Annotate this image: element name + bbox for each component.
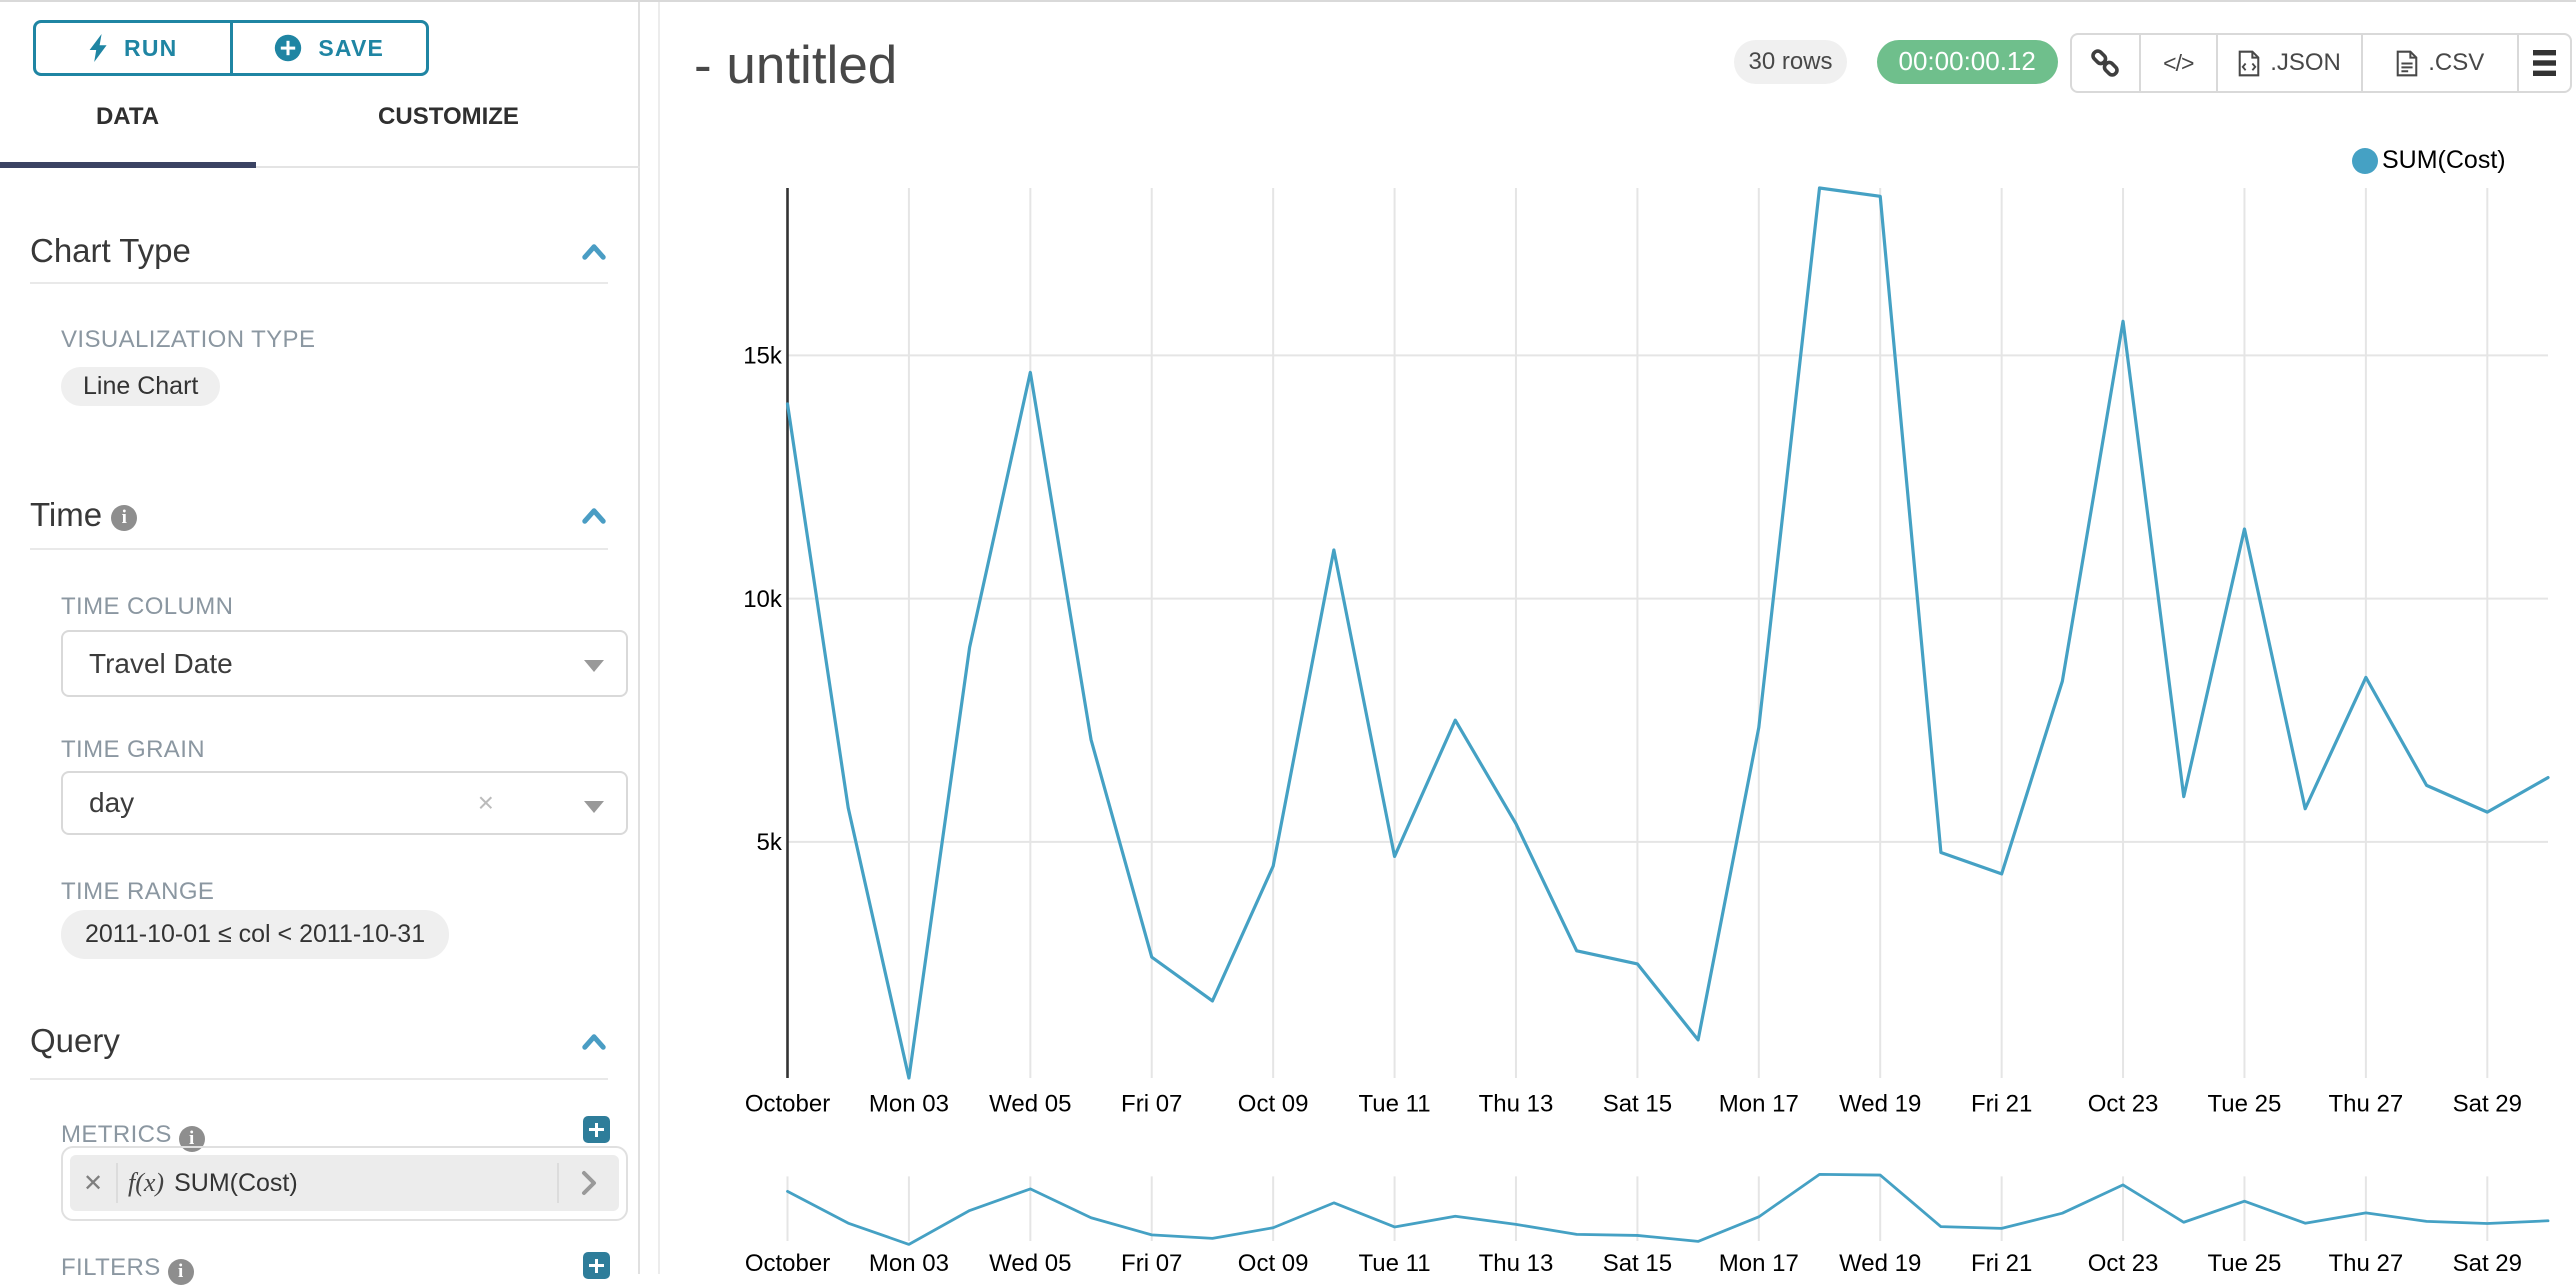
svg-text:Wed 19: Wed 19 bbox=[1839, 1250, 1921, 1274]
svg-text:Fri 21: Fri 21 bbox=[1971, 1250, 2032, 1274]
svg-text:Wed 05: Wed 05 bbox=[989, 1091, 1071, 1118]
svg-text:Sat 15: Sat 15 bbox=[1603, 1091, 1672, 1118]
svg-text:Thu 13: Thu 13 bbox=[1479, 1250, 1554, 1274]
svg-text:10k: 10k bbox=[743, 586, 783, 613]
svg-text:Fri 07: Fri 07 bbox=[1121, 1091, 1182, 1118]
svg-text:Mon 17: Mon 17 bbox=[1719, 1091, 1799, 1118]
svg-text:Mon 17: Mon 17 bbox=[1719, 1250, 1799, 1274]
svg-text:Thu 27: Thu 27 bbox=[2329, 1250, 2404, 1274]
svg-text:15k: 15k bbox=[743, 343, 783, 370]
svg-text:October: October bbox=[745, 1091, 830, 1118]
svg-text:Wed 19: Wed 19 bbox=[1839, 1091, 1921, 1118]
svg-text:Mon 03: Mon 03 bbox=[869, 1250, 949, 1274]
svg-text:Wed 05: Wed 05 bbox=[989, 1250, 1071, 1274]
svg-text:Sat 15: Sat 15 bbox=[1603, 1250, 1672, 1274]
svg-text:5k: 5k bbox=[757, 829, 783, 856]
svg-text:Sat 29: Sat 29 bbox=[2453, 1091, 2522, 1118]
svg-text:Mon 03: Mon 03 bbox=[869, 1091, 949, 1118]
svg-text:Tue 11: Tue 11 bbox=[1359, 1250, 1431, 1274]
svg-text:Oct 09: Oct 09 bbox=[1238, 1250, 1309, 1274]
svg-text:October: October bbox=[745, 1250, 830, 1274]
svg-text:Tue 25: Tue 25 bbox=[2208, 1250, 2282, 1274]
svg-text:Oct 09: Oct 09 bbox=[1238, 1091, 1309, 1118]
svg-text:Fri 21: Fri 21 bbox=[1971, 1091, 2032, 1118]
svg-text:Sat 29: Sat 29 bbox=[2453, 1250, 2522, 1274]
svg-text:Oct 23: Oct 23 bbox=[2088, 1250, 2159, 1274]
svg-text:Thu 27: Thu 27 bbox=[2329, 1091, 2404, 1118]
svg-text:Tue 11: Tue 11 bbox=[1359, 1091, 1431, 1118]
svg-text:Oct 23: Oct 23 bbox=[2088, 1091, 2159, 1118]
svg-text:Thu 13: Thu 13 bbox=[1479, 1091, 1554, 1118]
svg-text:Tue 25: Tue 25 bbox=[2208, 1091, 2282, 1118]
svg-text:Fri 07: Fri 07 bbox=[1121, 1250, 1182, 1274]
